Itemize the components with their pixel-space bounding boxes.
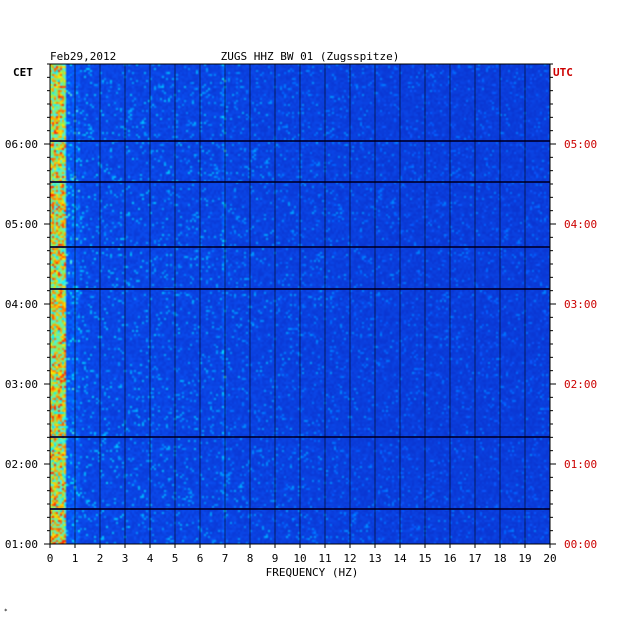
x-tick-label: 20 <box>543 552 556 565</box>
left-axis-label: CET <box>13 66 33 79</box>
x-tick-label: 10 <box>293 552 306 565</box>
x-tick-label: 16 <box>443 552 456 565</box>
x-tick-label: 1 <box>72 552 79 565</box>
x-tick-label: 4 <box>147 552 154 565</box>
right-axis-label: UTC <box>553 66 573 79</box>
x-tick-label: 9 <box>272 552 279 565</box>
left-tick-label: 06:00 <box>5 138 38 151</box>
footer-mark: * <box>4 608 8 615</box>
plot-frame <box>49 63 551 545</box>
right-tick-label: 00:00 <box>564 538 597 551</box>
x-tick-label: 15 <box>418 552 431 565</box>
right-tick-label: 01:00 <box>564 458 597 471</box>
x-tick-label: 12 <box>343 552 356 565</box>
left-tick-label: 01:00 <box>5 538 38 551</box>
x-tick-label: 8 <box>247 552 254 565</box>
right-tick-label: 05:00 <box>564 138 597 151</box>
right-tick-label: 03:00 <box>564 298 597 311</box>
x-tick-label: 3 <box>122 552 129 565</box>
left-tick-label: 04:00 <box>5 298 38 311</box>
x-tick-label: 5 <box>172 552 179 565</box>
title-date: Feb29,2012 <box>50 50 116 63</box>
left-tick-label: 05:00 <box>5 218 38 231</box>
x-tick-label: 7 <box>222 552 229 565</box>
x-tick-label: 11 <box>318 552 331 565</box>
x-tick-label: 18 <box>493 552 506 565</box>
x-axis-label: FREQUENCY (HZ) <box>266 566 359 579</box>
x-tick-label: 17 <box>468 552 481 565</box>
x-tick-label: 6 <box>197 552 204 565</box>
x-tick-label: 2 <box>97 552 104 565</box>
left-tick-label: 03:00 <box>5 378 38 391</box>
left-tick-label: 02:00 <box>5 458 38 471</box>
right-tick-label: 02:00 <box>564 378 597 391</box>
title-station: ZUGS HHZ BW 01 (Zugsspitze) <box>221 50 400 63</box>
x-tick-label: 14 <box>393 552 407 565</box>
x-tick-label: 19 <box>518 552 531 565</box>
right-tick-label: 04:00 <box>564 218 597 231</box>
x-tick-label: 0 <box>47 552 54 565</box>
x-tick-label: 13 <box>368 552 381 565</box>
